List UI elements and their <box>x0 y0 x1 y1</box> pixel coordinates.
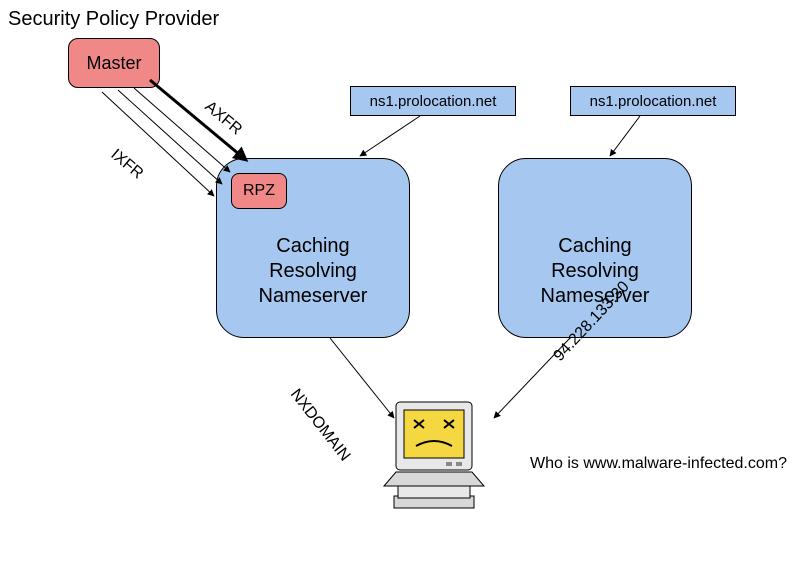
edge-ns1-right <box>610 116 640 156</box>
ns1-right-label: ns1.prolocation.net <box>590 93 717 110</box>
edge-ixfr-2 <box>118 90 222 184</box>
resolver-right-node: Caching Resolving Nameserver <box>498 158 692 338</box>
question-text: Who is www.malware-infected.com? <box>530 455 787 473</box>
resolver-right-line3: Nameserver <box>541 284 650 309</box>
resolver-right-line2: Resolving <box>541 259 650 284</box>
resolver-left-node: RPZ Caching Resolving Nameserver <box>216 158 410 338</box>
resolver-left-line3: Nameserver <box>259 284 368 309</box>
master-node: Master <box>68 38 160 88</box>
resolver-right-line1: Caching <box>541 234 650 259</box>
edge-axfr <box>150 80 246 160</box>
master-label: Master <box>86 53 141 74</box>
label-nxdomain: NXDOMAIN <box>287 386 353 464</box>
label-axfr: AXFR <box>201 98 245 138</box>
rpz-badge: RPZ <box>231 173 287 209</box>
diagram-title: Security Policy Provider <box>8 8 219 31</box>
edge-ixfr-3 <box>102 92 214 196</box>
resolver-left-line2: Resolving <box>259 259 368 284</box>
edge-ns1-left <box>360 116 420 156</box>
label-ixfr: IXFR <box>107 146 146 182</box>
edge-ip <box>494 338 570 418</box>
computer-icon <box>374 398 494 518</box>
rpz-label: RPZ <box>243 182 275 200</box>
ns1-left-node: ns1.prolocation.net <box>350 86 516 116</box>
ns1-left-label: ns1.prolocation.net <box>370 93 497 110</box>
resolver-left-line1: Caching <box>259 234 368 259</box>
ns1-right-node: ns1.prolocation.net <box>570 86 736 116</box>
edge-ixfr-1 <box>134 88 230 172</box>
